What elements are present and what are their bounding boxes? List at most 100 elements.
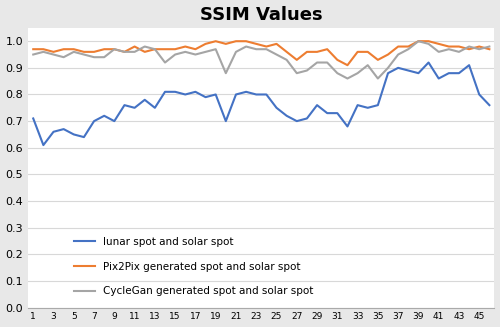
CycleGan generated spot and solar spot (223, 71, 229, 75)
CycleGan generated spot and solar spot (212, 47, 218, 51)
lunar spot and solar spot (294, 119, 300, 123)
lunar spot and solar spot (284, 114, 290, 118)
lunar spot and solar spot (212, 93, 218, 96)
CycleGan generated spot and solar spot (202, 50, 208, 54)
Pix2Pix generated spot and solar spot (243, 39, 249, 43)
lunar spot and solar spot (406, 69, 411, 73)
Pix2Pix generated spot and solar spot (30, 47, 36, 51)
CycleGan generated spot and solar spot (60, 55, 66, 59)
lunar spot and solar spot (416, 71, 422, 75)
lunar spot and solar spot (314, 103, 320, 107)
lunar spot and solar spot (132, 106, 138, 110)
lunar spot and solar spot (71, 132, 77, 136)
Pix2Pix generated spot and solar spot (152, 47, 158, 51)
CycleGan generated spot and solar spot (344, 77, 350, 80)
CycleGan generated spot and solar spot (406, 47, 411, 51)
lunar spot and solar spot (264, 93, 270, 96)
CycleGan generated spot and solar spot (30, 53, 36, 57)
Pix2Pix generated spot and solar spot (40, 47, 46, 51)
CycleGan generated spot and solar spot (456, 50, 462, 54)
Line: CycleGan generated spot and solar spot: CycleGan generated spot and solar spot (33, 41, 490, 78)
CycleGan generated spot and solar spot (142, 44, 148, 48)
lunar spot and solar spot (486, 103, 492, 107)
CycleGan generated spot and solar spot (314, 60, 320, 64)
CycleGan generated spot and solar spot (162, 60, 168, 64)
CycleGan generated spot and solar spot (91, 55, 97, 59)
Pix2Pix generated spot and solar spot (476, 44, 482, 48)
Pix2Pix generated spot and solar spot (233, 39, 239, 43)
CycleGan generated spot and solar spot (112, 47, 117, 51)
Line: lunar spot and solar spot: lunar spot and solar spot (33, 62, 490, 145)
lunar spot and solar spot (375, 103, 381, 107)
lunar spot and solar spot (446, 71, 452, 75)
Pix2Pix generated spot and solar spot (101, 47, 107, 51)
lunar spot and solar spot (274, 106, 280, 110)
Pix2Pix generated spot and solar spot (406, 44, 411, 48)
CycleGan generated spot and solar spot (426, 42, 432, 46)
lunar spot and solar spot (243, 90, 249, 94)
lunar spot and solar spot (152, 106, 158, 110)
CycleGan generated spot and solar spot (132, 50, 138, 54)
lunar spot and solar spot (253, 93, 259, 96)
lunar spot and solar spot (456, 71, 462, 75)
Pix2Pix generated spot and solar spot (426, 39, 432, 43)
CycleGan generated spot and solar spot (243, 44, 249, 48)
Pix2Pix generated spot and solar spot (112, 47, 117, 51)
lunar spot and solar spot (81, 135, 87, 139)
CycleGan generated spot and solar spot (274, 53, 280, 57)
Pix2Pix generated spot and solar spot (334, 58, 340, 62)
lunar spot and solar spot (91, 119, 97, 123)
Pix2Pix generated spot and solar spot (375, 58, 381, 62)
lunar spot and solar spot (172, 90, 178, 94)
lunar spot and solar spot (334, 111, 340, 115)
Pix2Pix generated spot and solar spot (274, 42, 280, 46)
Pix2Pix generated spot and solar spot (324, 47, 330, 51)
lunar spot and solar spot (182, 93, 188, 96)
Pix2Pix generated spot and solar spot (364, 50, 370, 54)
CycleGan generated spot and solar spot (50, 53, 56, 57)
CycleGan generated spot and solar spot (294, 71, 300, 75)
Pix2Pix generated spot and solar spot (142, 50, 148, 54)
lunar spot and solar spot (354, 103, 360, 107)
Pix2Pix generated spot and solar spot (466, 47, 472, 51)
lunar spot and solar spot (162, 90, 168, 94)
CycleGan generated spot and solar spot (192, 53, 198, 57)
CycleGan generated spot and solar spot (436, 50, 442, 54)
lunar spot and solar spot (466, 63, 472, 67)
CycleGan generated spot and solar spot (152, 47, 158, 51)
CycleGan generated spot and solar spot (476, 47, 482, 51)
Pix2Pix generated spot and solar spot (456, 44, 462, 48)
lunar spot and solar spot (40, 143, 46, 147)
lunar spot and solar spot (50, 130, 56, 134)
Pix2Pix generated spot and solar spot (486, 47, 492, 51)
CycleGan generated spot and solar spot (253, 47, 259, 51)
CycleGan generated spot and solar spot (233, 50, 239, 54)
CycleGan generated spot and solar spot (101, 55, 107, 59)
CycleGan generated spot and solar spot (385, 66, 391, 70)
lunar spot and solar spot (122, 103, 128, 107)
CycleGan generated spot and solar spot (486, 44, 492, 48)
CycleGan generated spot and solar spot (264, 47, 270, 51)
lunar spot and solar spot (142, 98, 148, 102)
CycleGan generated spot and solar spot (375, 77, 381, 80)
Pix2Pix generated spot and solar spot (50, 50, 56, 54)
lunar spot and solar spot (426, 60, 432, 64)
Pix2Pix generated spot and solar spot (212, 39, 218, 43)
lunar spot and solar spot (385, 71, 391, 75)
Pix2Pix generated spot and solar spot (132, 44, 138, 48)
Pix2Pix generated spot and solar spot (162, 47, 168, 51)
Pix2Pix generated spot and solar spot (344, 63, 350, 67)
Pix2Pix generated spot and solar spot (202, 42, 208, 46)
Pix2Pix generated spot and solar spot (81, 50, 87, 54)
lunar spot and solar spot (30, 116, 36, 120)
CycleGan generated spot and solar spot (40, 50, 46, 54)
lunar spot and solar spot (202, 95, 208, 99)
Pix2Pix generated spot and solar spot (182, 44, 188, 48)
lunar spot and solar spot (436, 77, 442, 80)
Pix2Pix generated spot and solar spot (446, 44, 452, 48)
CycleGan generated spot and solar spot (304, 69, 310, 73)
Pix2Pix generated spot and solar spot (172, 47, 178, 51)
Line: Pix2Pix generated spot and solar spot: Pix2Pix generated spot and solar spot (33, 41, 490, 65)
Pix2Pix generated spot and solar spot (192, 47, 198, 51)
lunar spot and solar spot (304, 116, 310, 120)
